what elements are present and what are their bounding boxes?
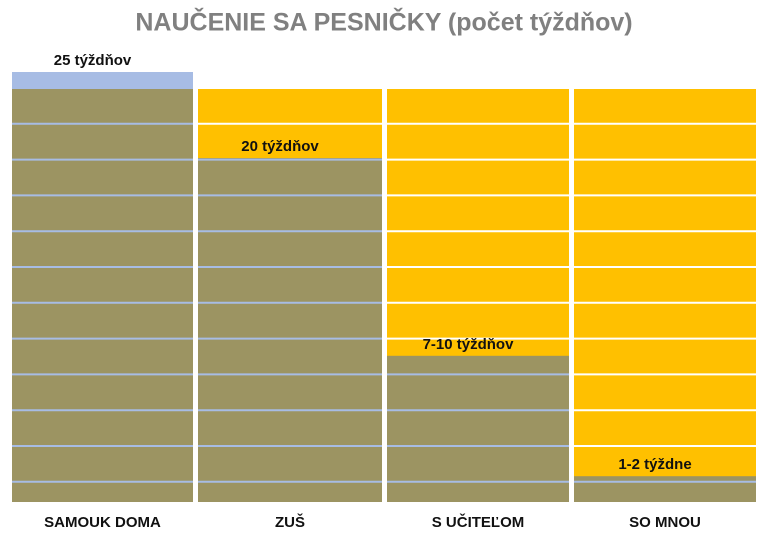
value-label: 7-10 týždňov	[423, 336, 515, 353]
bar-cap	[12, 72, 193, 88]
bar	[387, 355, 569, 502]
x-tick-label: SAMOUK DOMA	[44, 514, 161, 531]
bar	[574, 476, 756, 502]
chart-title: NAUČENIE SA PESNIČKY (počet týždňov)	[135, 7, 632, 37]
x-tick-label: ZUŠ	[275, 513, 305, 531]
column-background	[574, 88, 756, 502]
bar	[12, 72, 193, 502]
x-tick-label: SO MNOU	[629, 514, 701, 531]
value-label: 25 týždňov	[54, 52, 132, 69]
value-label: 1-2 týždne	[618, 456, 691, 473]
x-tick-label: S UČITEĽOM	[432, 513, 525, 531]
bar	[198, 158, 382, 502]
value-label: 20 týždňov	[241, 138, 319, 155]
